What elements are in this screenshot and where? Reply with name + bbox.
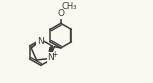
Text: +: + (52, 50, 58, 60)
Text: O: O (57, 9, 64, 19)
Text: N: N (37, 37, 44, 46)
Text: N: N (48, 53, 54, 62)
Text: CH₃: CH₃ (62, 2, 77, 11)
